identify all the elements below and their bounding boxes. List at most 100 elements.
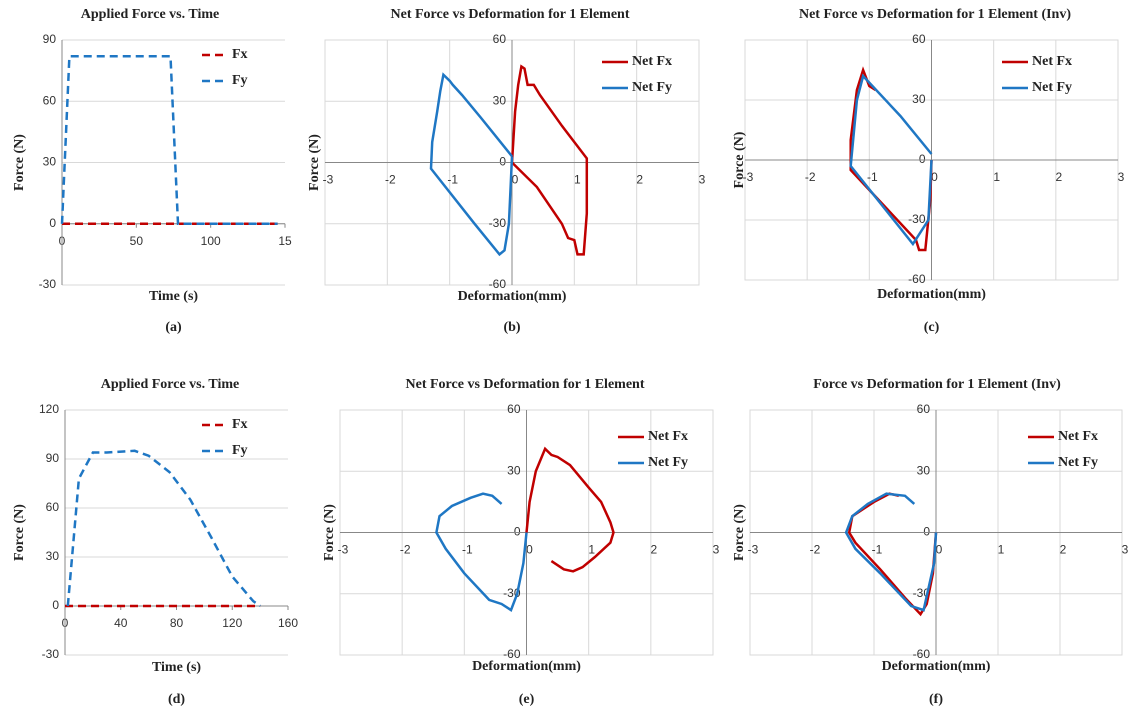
series-line bbox=[435, 492, 528, 612]
x-tick-label: 160 bbox=[278, 616, 298, 630]
y-tick-label: 30 bbox=[507, 463, 521, 477]
y-tick-label: -60 bbox=[913, 647, 931, 661]
y-tick-label: 120 bbox=[39, 402, 59, 416]
chart-title: Net Force vs Deformation for 1 Element (… bbox=[799, 7, 1071, 22]
x-tick-label: -1 bbox=[447, 173, 458, 187]
x-tick-label: 0 bbox=[936, 543, 943, 557]
x-tick-label: 80 bbox=[170, 616, 184, 630]
chart-title: Net Force vs Deformation for 1 Element bbox=[391, 7, 630, 22]
series-line bbox=[849, 73, 933, 247]
x-tick-label: 0 bbox=[931, 170, 938, 184]
series-line bbox=[849, 66, 933, 252]
y-tick-label: 60 bbox=[46, 500, 60, 514]
y-tick-label: 0 bbox=[52, 598, 59, 612]
y-tick-label: 0 bbox=[49, 216, 56, 230]
x-axis-label: Deformation(mm) bbox=[877, 287, 986, 302]
series-line bbox=[429, 72, 514, 257]
x-tick-label: 3 bbox=[713, 543, 720, 557]
y-tick-label: 90 bbox=[43, 32, 57, 46]
x-tick-label: 100 bbox=[201, 234, 221, 248]
x-tick-label: 50 bbox=[130, 234, 144, 248]
x-tick-label: 2 bbox=[650, 543, 657, 557]
x-tick-label: -3 bbox=[323, 173, 334, 187]
y-axis-label: Force (N) bbox=[732, 131, 747, 188]
chart-title: Applied Force vs. Time bbox=[101, 377, 239, 392]
y-tick-label: -30 bbox=[489, 216, 507, 230]
legend-label: Net Fy bbox=[1032, 80, 1072, 95]
chart-title: Net Force vs Deformation for 1 Element bbox=[406, 377, 645, 392]
x-tick-label: 15 bbox=[278, 234, 292, 248]
y-tick-label: 60 bbox=[912, 32, 926, 46]
y-tick-label: -60 bbox=[489, 277, 507, 291]
y-tick-label: 0 bbox=[499, 155, 506, 169]
panel-label: (a) bbox=[165, 320, 182, 335]
x-tick-label: 2 bbox=[1060, 543, 1067, 557]
y-axis-label: Force (N) bbox=[12, 134, 27, 191]
y-tick-label: 30 bbox=[46, 549, 60, 563]
legend-label: Net Fx bbox=[1032, 54, 1072, 69]
panel-label: (e) bbox=[519, 692, 535, 707]
x-tick-label: -3 bbox=[338, 543, 349, 557]
legend-label: Fy bbox=[232, 443, 248, 458]
x-tick-label: -2 bbox=[810, 543, 821, 557]
y-tick-label: 0 bbox=[514, 525, 521, 539]
panel-label: (d) bbox=[168, 692, 185, 707]
series-line bbox=[525, 446, 615, 573]
y-axis-label: Force (N) bbox=[322, 504, 337, 561]
y-axis-label: Force (N) bbox=[12, 504, 27, 561]
legend-label: Fx bbox=[232, 47, 248, 62]
y-tick-label: 30 bbox=[493, 93, 507, 107]
x-tick-label: -2 bbox=[385, 173, 396, 187]
y-axis-label: Force (N) bbox=[732, 504, 747, 561]
y-tick-label: -60 bbox=[503, 647, 521, 661]
x-tick-label: 3 bbox=[1122, 543, 1129, 557]
y-tick-label: 0 bbox=[923, 525, 930, 539]
panel-label: (c) bbox=[924, 320, 940, 335]
x-tick-label: 0 bbox=[526, 543, 533, 557]
chart-title: Applied Force vs. Time bbox=[81, 7, 219, 22]
legend-label: Fy bbox=[232, 73, 248, 88]
x-axis-label: Time (s) bbox=[149, 289, 198, 304]
y-tick-label: 30 bbox=[917, 463, 931, 477]
y-tick-label: 60 bbox=[43, 93, 57, 107]
y-tick-label: -30 bbox=[39, 277, 57, 291]
panel-label: (b) bbox=[503, 320, 520, 335]
y-axis-label: Force (N) bbox=[307, 134, 322, 191]
legend-label: Net Fy bbox=[632, 80, 672, 95]
y-tick-label: 60 bbox=[917, 402, 931, 416]
legend-label: Net Fx bbox=[632, 54, 672, 69]
x-tick-label: 3 bbox=[699, 173, 706, 187]
y-tick-label: -60 bbox=[908, 272, 926, 286]
x-tick-label: 3 bbox=[1118, 170, 1125, 184]
series-line bbox=[847, 492, 938, 617]
y-tick-label: 30 bbox=[912, 92, 926, 106]
x-tick-label: -1 bbox=[872, 543, 883, 557]
series-line bbox=[60, 55, 278, 226]
x-tick-label: 2 bbox=[636, 173, 643, 187]
x-tick-label: -3 bbox=[743, 170, 754, 184]
y-tick-label: 0 bbox=[919, 152, 926, 166]
y-tick-label: 90 bbox=[46, 451, 60, 465]
x-tick-label: 2 bbox=[1055, 170, 1062, 184]
series-line bbox=[66, 449, 261, 608]
panel-label: (f) bbox=[929, 692, 943, 707]
y-tick-label: 60 bbox=[507, 402, 521, 416]
x-tick-label: 0 bbox=[512, 173, 519, 187]
y-tick-label: -30 bbox=[42, 647, 60, 661]
legend-label: Net Fx bbox=[1058, 429, 1098, 444]
x-tick-label: 1 bbox=[588, 543, 595, 557]
x-tick-label: -1 bbox=[867, 170, 878, 184]
x-axis-label: Time (s) bbox=[152, 660, 201, 675]
legend-label: Net Fy bbox=[1058, 455, 1098, 470]
legend-label: Net Fy bbox=[648, 455, 688, 470]
x-axis-label: Deformation(mm) bbox=[458, 289, 567, 304]
chart-title: Force vs Deformation for 1 Element (Inv) bbox=[813, 377, 1061, 392]
x-tick-label: -3 bbox=[748, 543, 759, 557]
x-tick-label: -2 bbox=[805, 170, 816, 184]
legend-label: Fx bbox=[232, 417, 248, 432]
x-axis-label: Deformation(mm) bbox=[472, 659, 581, 674]
x-axis-label: Deformation(mm) bbox=[882, 659, 991, 674]
series-line bbox=[510, 64, 589, 256]
y-tick-label: -30 bbox=[908, 212, 926, 226]
